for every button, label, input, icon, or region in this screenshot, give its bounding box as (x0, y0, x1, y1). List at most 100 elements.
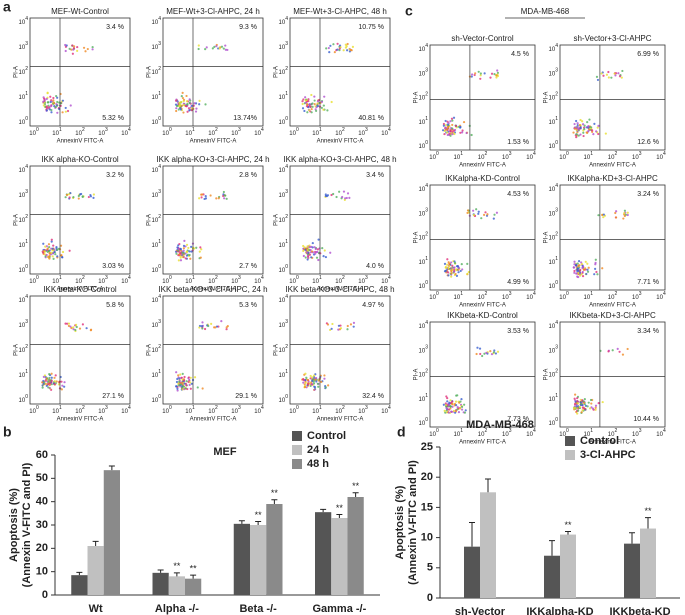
dot (44, 382, 47, 385)
dot (92, 193, 96, 196)
x-tick-label: 103 (632, 291, 642, 300)
dot (456, 408, 459, 411)
dot (175, 371, 178, 374)
tick-exponent: 4 (533, 291, 536, 297)
dot (69, 104, 72, 107)
x-tick-label: 101 (312, 405, 322, 414)
dot (86, 47, 89, 51)
dot (572, 266, 575, 269)
dot (180, 101, 183, 104)
y-tick-label: 10 (36, 566, 48, 578)
dot (346, 192, 350, 195)
dot (593, 122, 596, 126)
tick-base: 10 (335, 409, 342, 415)
dot (351, 45, 355, 48)
dot (446, 263, 449, 266)
x-tick-label: 104 (526, 291, 536, 300)
x-axis-label: AnnexinV FITC-A (190, 287, 237, 293)
dot (198, 197, 201, 200)
dot (182, 100, 185, 103)
tick-base: 10 (19, 323, 26, 329)
dot (63, 381, 66, 384)
dot (48, 257, 51, 260)
tick-exponent: 4 (285, 164, 288, 170)
x-axis-label: AnnexinV FITC-A (57, 287, 104, 293)
tick-base: 10 (454, 432, 461, 438)
x-tick-label: 101 (312, 127, 322, 136)
dot (464, 409, 467, 412)
dot (329, 44, 332, 47)
dot (61, 99, 65, 102)
tick-base: 10 (29, 279, 36, 285)
tick-exponent: 2 (25, 66, 28, 72)
error-bar (173, 572, 180, 577)
quadrant-value: 5.32 % (102, 115, 124, 122)
dot (622, 217, 625, 220)
tick-exponent: 1 (460, 151, 463, 157)
quadrant-value: 9.3 % (239, 24, 257, 31)
tick-exponent: 0 (555, 140, 558, 146)
tick-exponent: 2 (215, 127, 218, 133)
tick-exponent: 3 (285, 41, 288, 47)
y-tick-label: 103 (419, 68, 429, 77)
x-axis-label: AnnexinV FITC-A (190, 417, 237, 423)
dot (581, 270, 584, 274)
dot (209, 194, 212, 197)
dot (187, 246, 190, 250)
tick-base: 10 (121, 409, 128, 415)
tick-base: 10 (526, 295, 533, 301)
plot-title: IKK beta-KO+3-Cl-AHPC, 24 h (158, 285, 267, 294)
tick-base: 10 (559, 155, 566, 161)
tick-base: 10 (289, 279, 296, 285)
tick-exponent: 4 (663, 428, 666, 434)
dot (183, 375, 186, 379)
dot (338, 47, 341, 50)
x-tick-label: 100 (559, 291, 569, 300)
x-tick-label: 102 (208, 275, 218, 284)
plot-frame (429, 184, 536, 291)
dot (47, 380, 50, 383)
error-bar (271, 499, 278, 504)
x-tick-label: 103 (632, 428, 642, 437)
tick-base: 10 (152, 348, 159, 354)
dot (586, 405, 589, 408)
dot (331, 322, 334, 326)
dot (342, 190, 346, 193)
tick-exponent: 3 (285, 319, 288, 325)
dot (307, 98, 310, 101)
tick-exponent: 4 (128, 405, 131, 411)
tick-exponent: 4 (425, 43, 428, 49)
tick-base: 10 (358, 409, 365, 415)
dot (179, 259, 183, 262)
dot (581, 123, 585, 126)
tick-exponent: 4 (425, 320, 428, 326)
dot (328, 328, 332, 332)
dot (474, 72, 477, 75)
tick-base: 10 (152, 218, 159, 224)
y-tick-label: 100 (549, 417, 559, 426)
dot (451, 405, 454, 408)
dot (463, 403, 466, 406)
dot (306, 378, 310, 382)
x-tick-label: 100 (29, 275, 39, 284)
tick-base: 10 (526, 155, 533, 161)
dot (185, 100, 189, 103)
dot (461, 131, 464, 134)
dot (575, 133, 578, 136)
tick-exponent: 1 (425, 393, 428, 399)
dot (190, 245, 193, 248)
tick-exponent: 0 (285, 394, 288, 400)
dot (470, 75, 473, 78)
tick-exponent: 3 (509, 428, 512, 434)
dot (594, 258, 597, 261)
dot (594, 404, 598, 407)
y-tick-label: 15 (421, 501, 433, 513)
quadrant-value: 32.4 % (362, 393, 384, 400)
dot (180, 376, 183, 379)
dot (179, 373, 182, 376)
dot (582, 401, 586, 404)
tick-base: 10 (608, 155, 615, 161)
tick-base: 10 (502, 155, 509, 161)
dot (580, 273, 583, 276)
dot (450, 275, 453, 278)
